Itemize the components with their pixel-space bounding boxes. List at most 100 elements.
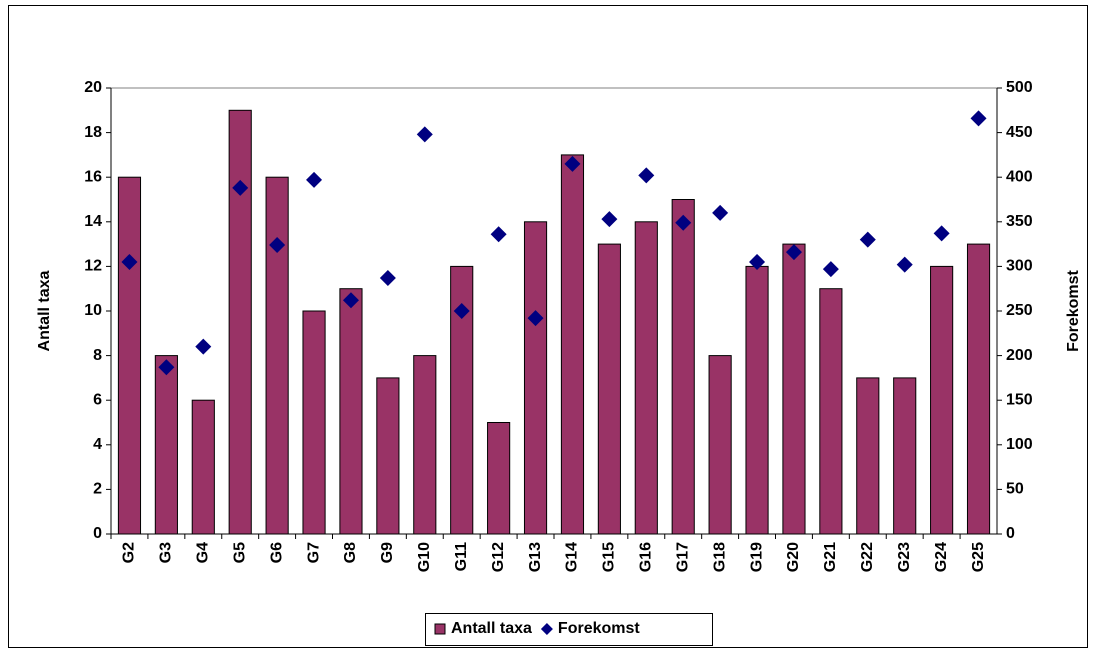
x-tick-label: G6 bbox=[268, 542, 285, 563]
y2-tick-label: 50 bbox=[1006, 481, 1024, 498]
y2-tick-label: 250 bbox=[1006, 302, 1033, 319]
y-tick-label: 4 bbox=[93, 436, 102, 453]
diamond-marker bbox=[638, 167, 655, 184]
diamond-marker bbox=[822, 261, 839, 278]
x-tick-label: G9 bbox=[379, 542, 396, 563]
bar bbox=[265, 176, 289, 535]
bar bbox=[893, 377, 917, 535]
diamond-marker bbox=[121, 253, 138, 270]
y-tick-label: 2 bbox=[93, 481, 102, 498]
diamond-marker bbox=[601, 211, 618, 228]
x-tick-label: G21 bbox=[822, 542, 839, 572]
y-tick-label: 20 bbox=[84, 79, 102, 96]
diamond-marker bbox=[933, 225, 950, 242]
x-tick-label: G23 bbox=[896, 542, 913, 572]
plot-area bbox=[110, 87, 998, 535]
x-tick-label: G17 bbox=[674, 542, 691, 572]
y2-tick-label: 150 bbox=[1006, 391, 1033, 408]
y2-tick-label: 350 bbox=[1006, 213, 1033, 230]
bar bbox=[154, 355, 178, 535]
diamond-marker bbox=[970, 110, 987, 127]
bar bbox=[376, 377, 400, 535]
y-tick-label: 0 bbox=[93, 525, 102, 542]
bar bbox=[782, 243, 806, 535]
diamond-marker bbox=[269, 236, 286, 253]
bar bbox=[339, 288, 363, 535]
x-tick-label: G11 bbox=[453, 542, 470, 571]
x-tick-label: G4 bbox=[195, 542, 212, 563]
diamond-marker bbox=[453, 303, 470, 319]
bar bbox=[930, 265, 954, 535]
bar bbox=[819, 288, 843, 535]
diamond-marker bbox=[306, 171, 323, 188]
y-tick-label: 6 bbox=[93, 391, 102, 408]
bar bbox=[413, 355, 437, 535]
x-tick-label: G20 bbox=[785, 542, 802, 572]
diamond-marker bbox=[749, 253, 766, 270]
y-axis-label: Antall taxa bbox=[36, 270, 53, 351]
y-tick-label: 8 bbox=[93, 347, 102, 364]
y2-tick-label: 100 bbox=[1006, 436, 1033, 453]
x-tick-label: G19 bbox=[748, 542, 765, 572]
diamond-marker bbox=[896, 256, 913, 273]
diamond-marker bbox=[859, 231, 876, 248]
y2-tick-label: 500 bbox=[1006, 79, 1033, 96]
x-tick-label: G18 bbox=[711, 542, 728, 572]
legend bbox=[425, 613, 713, 646]
bar bbox=[856, 377, 880, 535]
y2-tick-label: 300 bbox=[1006, 258, 1033, 275]
y-tick-label: 18 bbox=[84, 124, 102, 141]
x-tick-label: G15 bbox=[601, 542, 618, 572]
x-tick-label: G10 bbox=[416, 542, 433, 572]
x-tick-label: G24 bbox=[933, 542, 950, 572]
diamond-marker bbox=[232, 179, 249, 196]
diamond-marker bbox=[379, 269, 396, 286]
x-tick-label: G12 bbox=[490, 542, 507, 572]
x-tick-label: G22 bbox=[859, 542, 876, 572]
diamond-marker bbox=[416, 126, 433, 143]
x-tick-label: G8 bbox=[342, 542, 359, 563]
bar bbox=[745, 265, 769, 535]
x-tick-label: G25 bbox=[970, 542, 987, 572]
bar bbox=[708, 355, 732, 535]
legend-label: Antall taxa bbox=[451, 620, 532, 637]
diamond-marker bbox=[158, 359, 175, 376]
diamond-marker bbox=[342, 292, 359, 309]
x-tick-label: G3 bbox=[158, 542, 175, 563]
y-tick-label: 14 bbox=[84, 213, 102, 230]
x-tick-label: G7 bbox=[305, 542, 322, 563]
y-tick-label: 16 bbox=[84, 168, 102, 185]
y2-tick-label: 0 bbox=[1006, 525, 1015, 542]
bar bbox=[228, 109, 252, 535]
bar bbox=[966, 243, 991, 535]
x-tick-label: G2 bbox=[121, 542, 138, 563]
bar bbox=[597, 243, 621, 535]
legend-marker bbox=[434, 623, 446, 635]
bar bbox=[117, 176, 142, 535]
bar bbox=[671, 199, 695, 535]
y2-axis-label: Forekomst bbox=[1065, 269, 1082, 351]
bar bbox=[487, 422, 511, 535]
diamond-marker bbox=[195, 338, 212, 355]
x-tick-label: G5 bbox=[231, 542, 248, 563]
x-tick-label: G13 bbox=[527, 542, 544, 572]
diamond-marker bbox=[675, 214, 692, 231]
diamond-marker bbox=[527, 310, 544, 327]
bar bbox=[523, 221, 548, 535]
bar bbox=[191, 399, 215, 535]
y-tick-label: 10 bbox=[84, 302, 102, 319]
diamond-marker bbox=[490, 226, 507, 243]
y2-tick-label: 450 bbox=[1006, 124, 1033, 141]
bar bbox=[560, 154, 585, 535]
legend-label: Forekomst bbox=[558, 620, 640, 637]
bar bbox=[302, 310, 326, 535]
y2-tick-label: 200 bbox=[1006, 347, 1033, 364]
diamond-marker bbox=[564, 155, 581, 172]
y2-tick-label: 400 bbox=[1006, 168, 1033, 185]
x-tick-label: G14 bbox=[564, 542, 581, 572]
diamond-marker bbox=[712, 204, 729, 221]
y-tick-label: 12 bbox=[84, 258, 102, 275]
legend-marker bbox=[540, 623, 553, 635]
bar bbox=[634, 221, 658, 535]
